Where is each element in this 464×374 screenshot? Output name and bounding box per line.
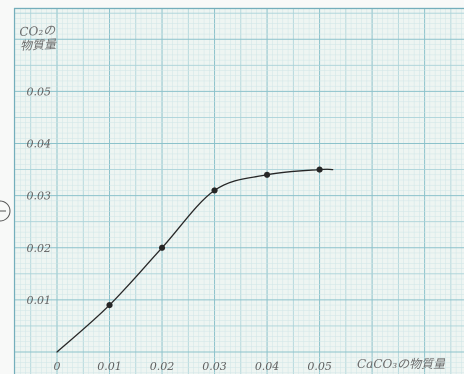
data-point	[316, 166, 323, 173]
y-axis-label: CO₂の 物質量	[19, 23, 57, 53]
margin-circle-mark	[0, 200, 11, 222]
x-tick-label: 0.03	[202, 360, 227, 373]
x-tick-label: 0.02	[150, 360, 175, 373]
y-tick-label: 0.01	[27, 294, 52, 307]
data-points	[106, 166, 323, 309]
y-tick-labels: 0.01 0.02 0.03 0.04 0.05	[27, 85, 52, 306]
data-point	[263, 171, 271, 178]
y-tick-label: 0.02	[27, 242, 52, 255]
x-tick-label: 0.05	[307, 360, 332, 373]
y-tick-label: 0.03	[27, 190, 52, 203]
x-tick-label: 0.01	[97, 360, 122, 373]
y-tick-label: 0.04	[27, 138, 52, 151]
data-point	[158, 244, 166, 251]
x-tick-label: 0	[54, 360, 61, 373]
x-axis-label: CaCO₃の物質量	[357, 357, 446, 371]
paper-frame	[13, 7, 464, 374]
data-point	[106, 301, 113, 309]
grid-lines	[14, 7, 464, 374]
x-tick-labels: 0 0.01 0.02 0.03 0.04 0.05	[54, 360, 332, 373]
graph-paper	[14, 8, 464, 374]
y-tick-label: 0.05	[27, 85, 52, 98]
data-point	[211, 187, 218, 194]
x-tick-label: 0.04	[255, 360, 280, 373]
